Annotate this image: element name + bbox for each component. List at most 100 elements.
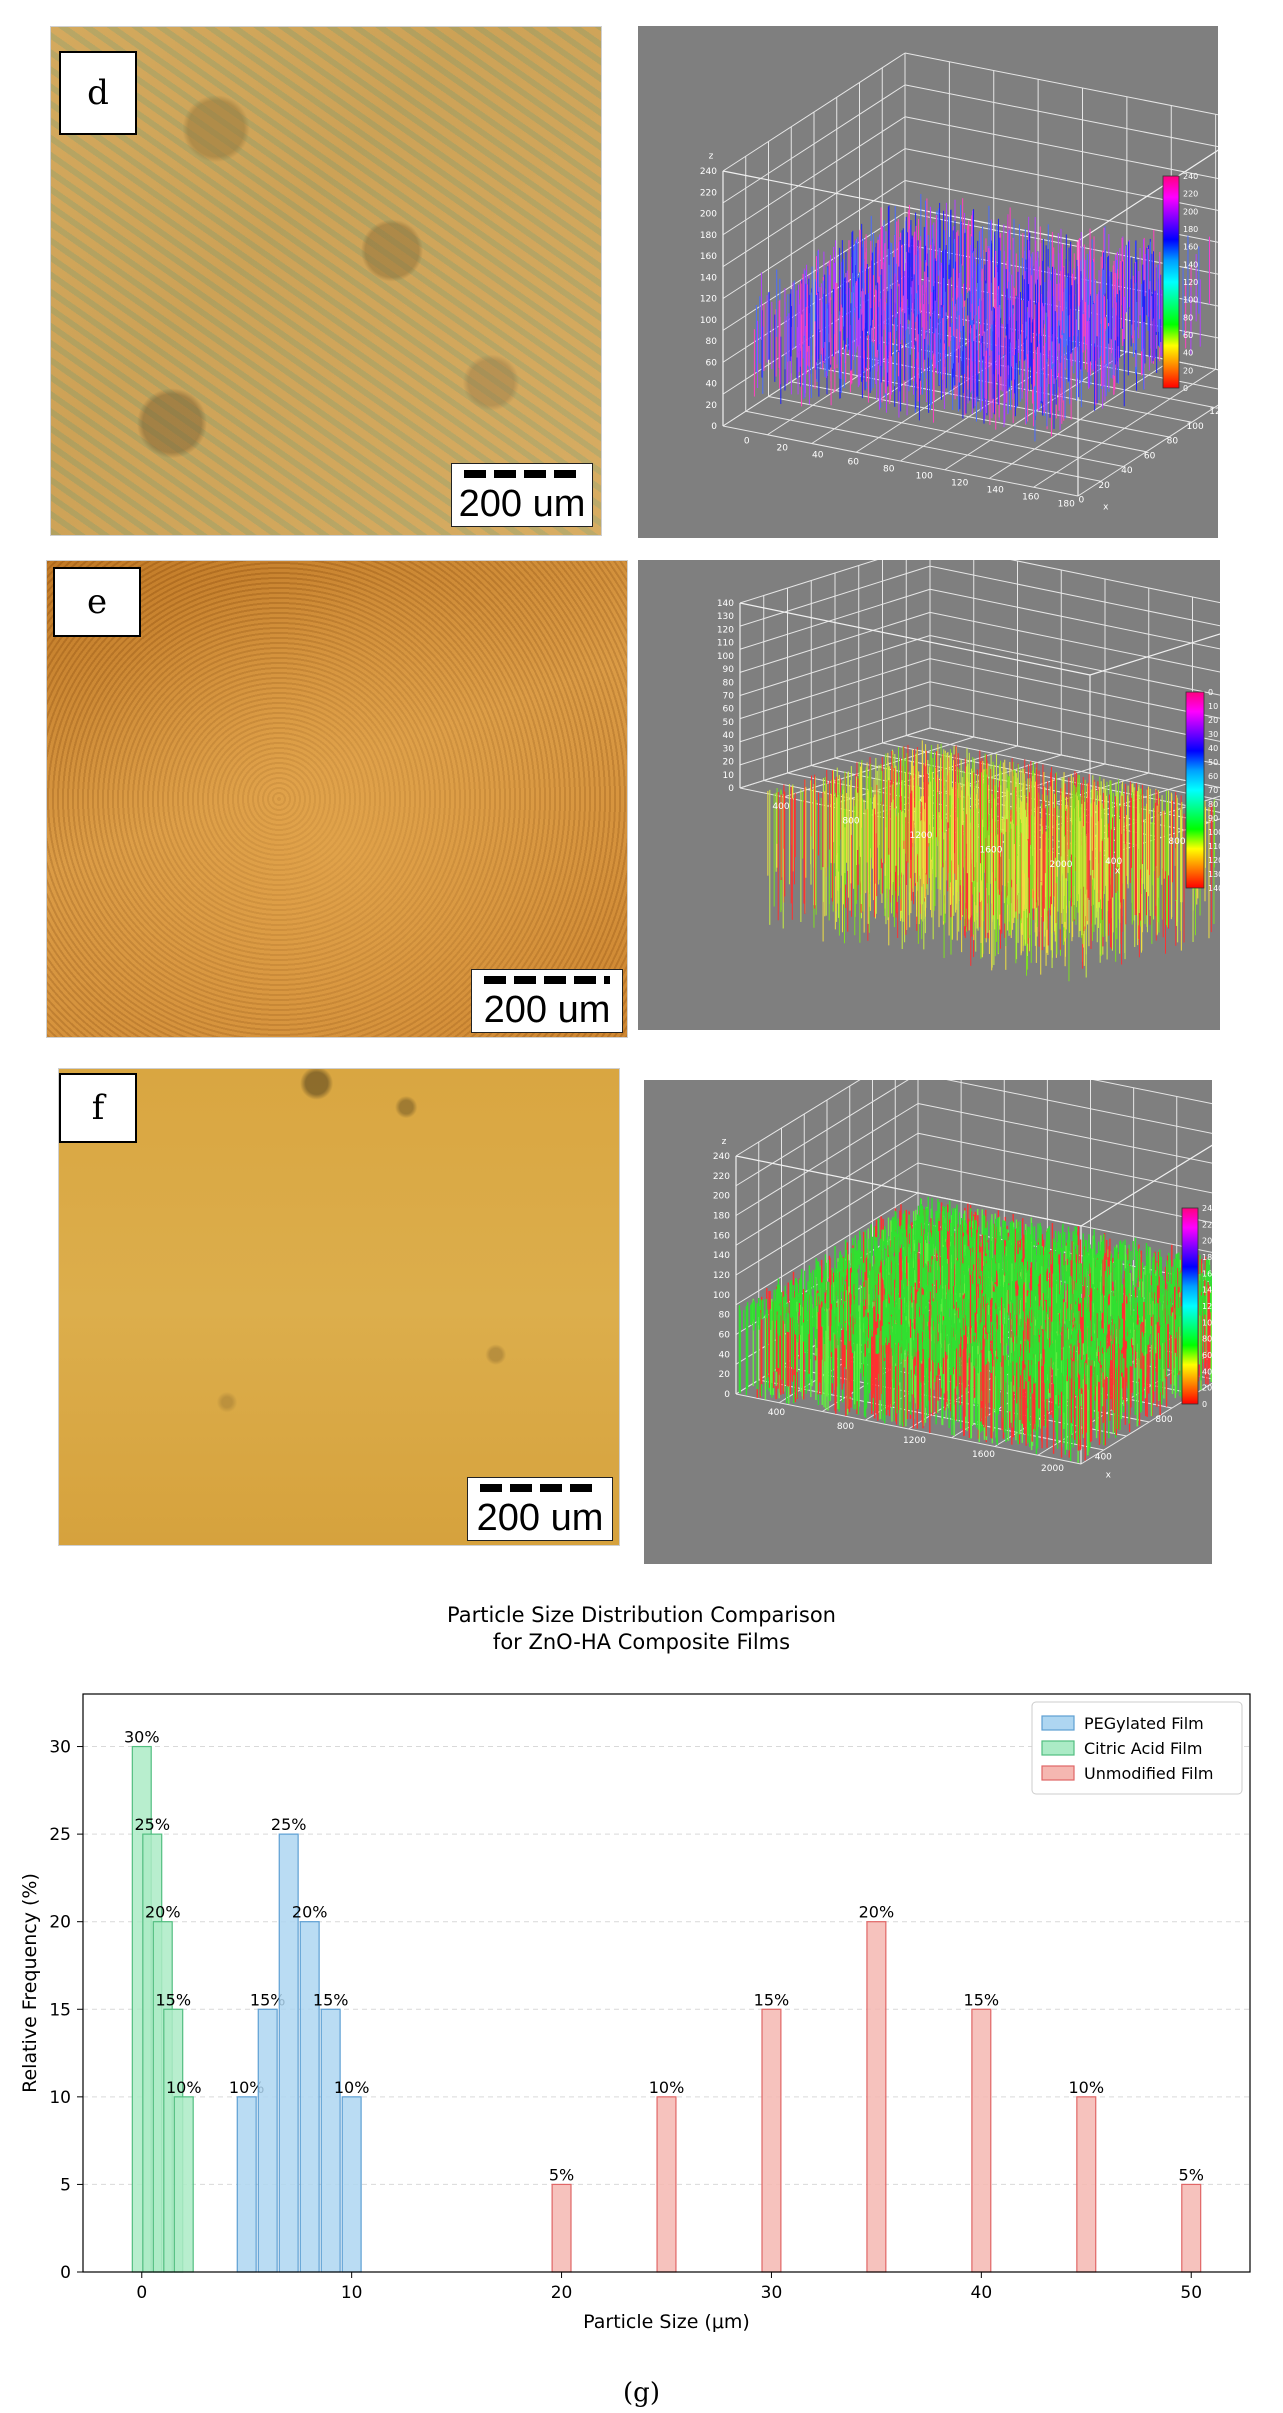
e-grid-back-h-7 [929,565,1220,627]
e-x-tick-4: 2000 [1050,860,1073,870]
e-z-tick-7: 70 [723,692,735,702]
d-grid-back-h-6 [904,116,1218,179]
f-grid-back-h-6 [917,1103,1212,1164]
e-grid-back-h-6 [929,588,1220,650]
d-grid-left-h-6 [722,116,906,236]
e-z-tick-12: 120 [717,625,734,635]
f-grid-left-h-4 [735,1162,919,1276]
e-colorbar-tick-11: 110 [1208,842,1220,851]
d-axis-x-label: x [1103,503,1109,513]
d-y-tick-5: 100 [1187,422,1204,432]
e-edge-2 [739,602,1091,676]
e-colorbar-tick-7: 70 [1208,786,1218,795]
d-z-tick-9: 180 [700,231,717,241]
d-grid-left-h-7 [722,84,906,204]
d-grid-back-h-4 [904,180,1218,243]
d-x-tick-4: 80 [883,465,895,475]
d-grid-back-h-5 [904,148,1218,211]
e-x-tick-2: 1200 [910,831,933,841]
e-colorbar [1185,691,1205,889]
d-z-tick-10: 200 [700,210,717,220]
e-y-tick-1: 800 [1168,837,1185,847]
scale-label-e: 200 um [483,989,611,1031]
d-grid-floor-a-6 [988,360,1172,479]
e-grid-floor-b-8 [929,727,1220,789]
d-z-tick-12: 240 [700,167,717,177]
e-grid-left-h-6 [739,588,931,650]
d-y-tick-2: 40 [1121,466,1133,476]
e-grid-back-h-8 [1010,560,1220,604]
e-z-tick-6: 60 [723,705,735,715]
d-x-tick-3: 60 [848,458,860,468]
d-grid-floor-a-7 [1033,368,1216,488]
d-y-tick-1: 20 [1098,481,1110,491]
panel-label-d: d [59,51,137,135]
panel-label-f: f [59,1073,137,1143]
e-colorbar-tick-0: 0 [1208,688,1213,697]
d-y-tick-3: 60 [1144,451,1156,461]
micrograph-f: f 200 um [58,1068,620,1546]
e-grid-back-h-4 [929,635,1220,696]
e-colorbar-tick-1: 10 [1208,702,1218,711]
d-z-tick-6: 120 [700,295,717,305]
e-colorbar-tick-5: 50 [1208,758,1218,767]
d-z-tick-4: 80 [706,337,718,347]
d-z-tick-1: 20 [706,401,718,411]
d-grid-back-h-8 [904,52,1218,116]
f-grid-left-h-8 [735,1080,861,1157]
e-colorbar-tick-14: 140 [1208,884,1220,893]
surface-svg-d: 0204060801001201401601802002202400204060… [700,52,1218,513]
d-grid-left-h-4 [722,180,906,299]
e-colorbar-tick-3: 30 [1208,730,1218,739]
d-grid-floor-a-8 [1077,404,1218,497]
d-y-tick-0: 0 [1079,496,1085,506]
f-edge-3 [1080,1144,1212,1227]
surface-svg-e: 0102030405060708090100110120130140400800… [717,560,1220,982]
d-z-tick-7: 140 [700,273,717,283]
d-colorbar-tick-0: 240 [1183,172,1198,181]
e-y-tick-0: 400 [1105,857,1122,867]
e-axis-x-label: x [1115,867,1121,877]
surface-plot-e: 0 10 20 30 40 50 60 70 80 90 100 110 120 130 140 400 800… [638,560,1220,1030]
d-y-tick-6: 120 [1209,407,1218,417]
surface-svg-f: 0204060801001201401601802002202404008001… [713,1080,1212,1481]
e-z-tick-14: 140 [717,599,734,609]
e-grid-left-h-4 [739,635,931,696]
scale-bar-f: 200 um [467,1477,613,1541]
e-grid-left-h-7 [739,565,931,627]
d-z-tick-11: 220 [700,188,717,198]
d-x-tick-0: 0 [744,437,750,447]
e-grid-left-h-8 [739,560,878,604]
d-x-tick-2: 40 [812,451,824,461]
surface-plot-f: 0 20 40 60 80 100 120 140 160 180 200 220 240 400 800 1… [644,1080,1212,1564]
d-z-tick-8: 160 [700,252,717,262]
e-z-tick-11: 110 [717,639,734,649]
d-colorbar-tick-10: 40 [1183,349,1193,358]
e-colorbar-tick-6: 60 [1208,772,1218,781]
e-z-tick-13: 130 [717,612,734,622]
e-z-tick-5: 50 [723,718,735,728]
f-grid-back-h-5 [917,1132,1212,1194]
d-colorbar [1162,175,1180,389]
scale-label-d: 200 um [458,483,586,525]
f-grid-left-h-6 [735,1103,919,1216]
d-colorbar-tick-7: 100 [1183,296,1198,305]
d-colorbar-tick-5: 140 [1183,260,1198,269]
e-colorbar-tick-9: 90 [1208,814,1218,823]
f-grid-floor-a-8 [1080,1382,1212,1465]
d-grid-left-h-5 [722,148,906,268]
d-z-tick-3: 60 [706,358,718,368]
d-grid-left-h-8 [722,52,906,172]
d-z-tick-0: 0 [711,422,717,432]
e-colorbar-tick-10: 100 [1208,828,1220,837]
d-edge-2 [722,170,1079,242]
e-x-tick-1: 800 [842,817,859,827]
d-colorbar-tick-9: 60 [1183,331,1193,340]
d-colorbar-tick-6: 120 [1183,278,1198,287]
e-colorbar-tick-12: 120 [1208,856,1220,865]
d-colorbar-tick-8: 80 [1183,313,1193,322]
f-grid-back-h-4 [917,1162,1212,1224]
e-colorbar-tick-13: 130 [1208,870,1220,879]
e-z-tick-1: 10 [723,771,735,781]
d-colorbar-tick-11: 20 [1183,366,1193,375]
